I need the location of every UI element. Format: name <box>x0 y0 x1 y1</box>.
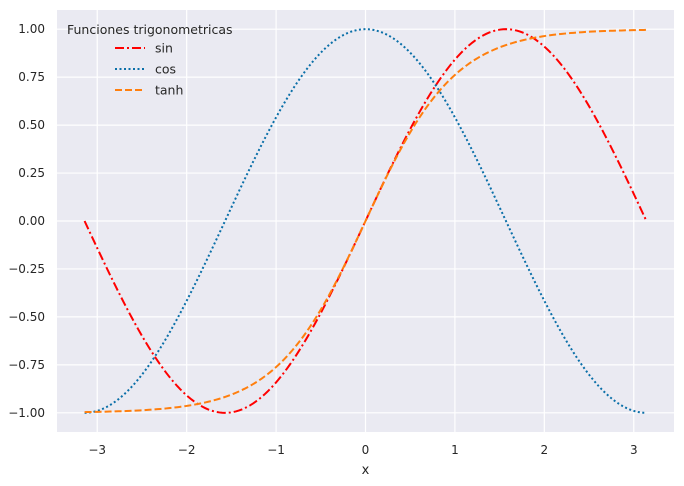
series-layer <box>83 28 648 414</box>
series-line-tanh <box>84 28 647 414</box>
series-line-sin <box>83 28 648 414</box>
x-axis-ticks: −3 −2 −1 0 1 2 3 <box>88 443 637 457</box>
legend-items: sin cos tanh <box>115 41 183 98</box>
x-tick-label: 0 <box>362 443 370 457</box>
series-line-cos <box>84 28 647 414</box>
x-tick-label: 2 <box>541 443 549 457</box>
grid-lines <box>57 10 674 432</box>
x-tick-label: 1 <box>451 443 459 457</box>
legend-title: Funciones trigonometricas <box>67 22 233 37</box>
x-tick-label: 3 <box>630 443 638 457</box>
y-tick-label: 0.25 <box>18 166 45 180</box>
legend-label-cos: cos <box>155 62 176 77</box>
y-tick-label: 0.50 <box>18 118 45 132</box>
y-tick-label: 0.00 <box>18 214 45 228</box>
x-axis-label: x <box>362 463 370 478</box>
y-tick-label: −1.00 <box>8 406 45 420</box>
x-tick-label: −3 <box>88 443 106 457</box>
legend-label-sin: sin <box>155 41 173 56</box>
y-tick-label: 1.00 <box>18 22 45 36</box>
legend-label-tanh: tanh <box>155 83 183 98</box>
y-tick-label: −0.50 <box>8 310 45 324</box>
x-tick-label: −1 <box>267 443 285 457</box>
y-tick-label: −0.25 <box>8 262 45 276</box>
y-tick-label: −0.75 <box>8 358 45 372</box>
legend: Funciones trigonometricas sin cos tanh <box>67 22 233 98</box>
x-tick-label: −2 <box>178 443 196 457</box>
y-axis-ticks: −1.00 −0.75 −0.50 −0.25 0.00 0.25 0.50 0.75 1.00 <box>8 22 45 420</box>
y-tick-label: 0.75 <box>18 70 45 84</box>
